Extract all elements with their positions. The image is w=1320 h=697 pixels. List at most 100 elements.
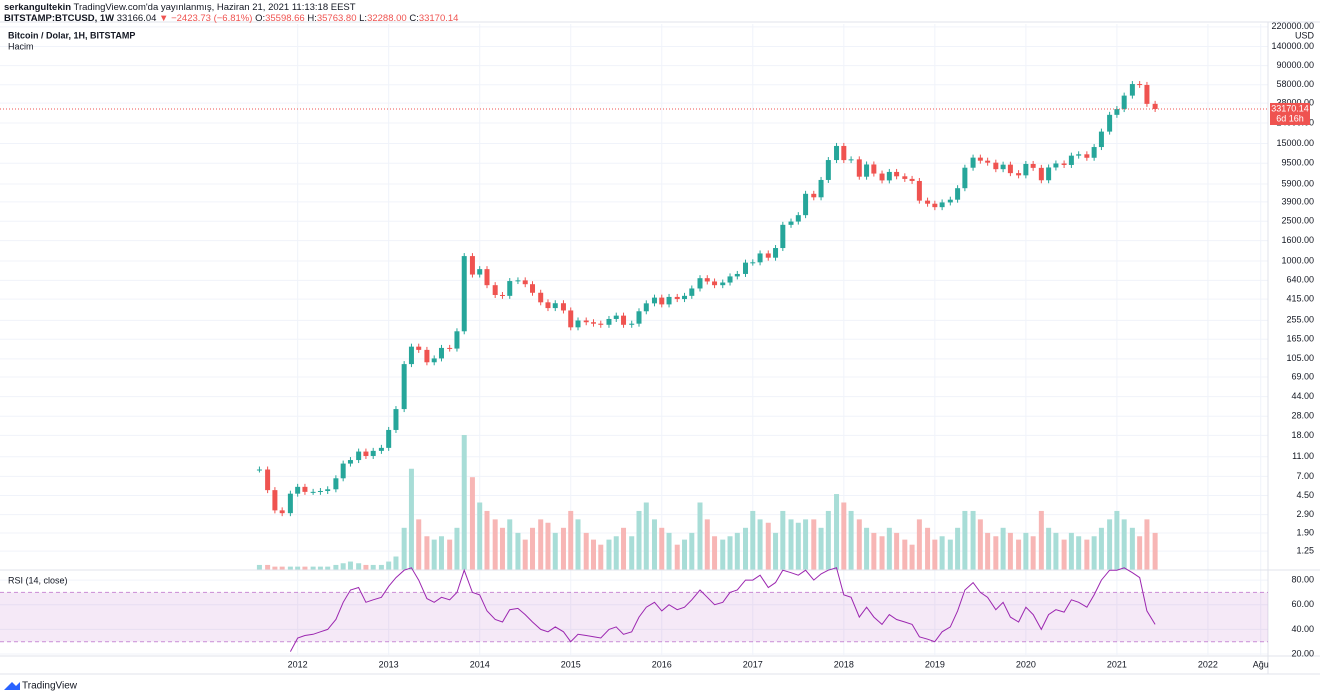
volume-bar	[765, 522, 771, 570]
candle-body	[1007, 164, 1013, 174]
candle-body	[962, 167, 968, 189]
candle-body	[568, 310, 574, 328]
volume-bar	[370, 564, 376, 570]
y-tick-label: 1000.00	[1281, 255, 1314, 265]
candle-body	[598, 323, 604, 325]
volume-bar	[629, 536, 635, 570]
volume-bar	[977, 519, 983, 570]
price-tag	[1270, 102, 1310, 125]
candle-body	[507, 281, 513, 296]
candle-body	[841, 145, 847, 161]
candle-body	[651, 297, 657, 304]
volume-bar	[499, 527, 505, 570]
candle-body	[947, 199, 953, 203]
x-tick-label: 2012	[288, 659, 308, 669]
volume-bar	[317, 566, 323, 570]
volume-bar	[886, 527, 892, 570]
x-tick-label: 2017	[743, 659, 763, 669]
x-tick-label: 2022	[1198, 659, 1218, 669]
x-tick-label: 2015	[561, 659, 581, 669]
y-tick-label: 2500.00	[1281, 216, 1314, 226]
header-line: BITSTAMP:BTCUSD, 1W 33166.04 ▼ −2423.73 …	[4, 13, 458, 24]
volume-bar	[575, 519, 581, 570]
candle-body	[1030, 163, 1036, 168]
candle-body	[1137, 84, 1143, 86]
volume-bar	[1016, 539, 1022, 570]
x-tick-label: 2018	[834, 659, 854, 669]
volume-bar	[727, 536, 733, 570]
volume-bar	[507, 519, 513, 570]
change: ▼ −2423.73 (−6.81%)	[159, 13, 252, 24]
candle-body	[977, 157, 983, 161]
candle-body	[302, 486, 308, 492]
volume-bar	[386, 561, 392, 570]
candle-body	[401, 364, 407, 410]
candle-body	[431, 358, 437, 363]
volume-bar	[401, 527, 407, 570]
x-tick-label: 2021	[1107, 659, 1127, 669]
volume-bar	[613, 536, 619, 570]
rsi-band	[0, 592, 1268, 642]
candle-body	[1091, 147, 1097, 158]
candle-body	[1114, 109, 1120, 115]
chart-title: Bitcoin / Dolar, 1H, BITSTAMP	[8, 30, 135, 40]
candle-body	[552, 303, 558, 309]
volume-bar	[902, 539, 908, 570]
candle-body	[955, 188, 961, 200]
volume-bar	[598, 544, 604, 570]
candle-body	[697, 278, 703, 289]
candle-body	[1046, 167, 1052, 181]
y-tick-label: 140000.00	[1271, 41, 1314, 51]
candle-body	[780, 224, 786, 249]
candle-body	[461, 256, 467, 332]
x-tick-label: 2014	[470, 659, 490, 669]
volume-bar	[788, 519, 794, 570]
y-unit: USD	[1295, 30, 1315, 40]
volume-bar	[925, 527, 931, 570]
volume-bar	[545, 522, 551, 570]
candle-body	[469, 256, 475, 275]
candle-body	[856, 159, 862, 177]
volume-bar	[447, 539, 453, 570]
volume-bar	[803, 519, 809, 570]
symbol: BITSTAMP:BTCUSD, 1W	[4, 13, 114, 24]
volume-bar	[666, 532, 672, 570]
candle-body	[492, 285, 498, 295]
volume-bar	[643, 502, 649, 570]
volume-bar	[295, 566, 301, 570]
chart-subtitle: Hacim	[8, 41, 34, 51]
volume-bar	[879, 536, 885, 570]
candle-body	[750, 262, 756, 264]
candle-body	[613, 315, 619, 319]
volume-bar	[834, 494, 840, 570]
candle-body	[356, 451, 362, 461]
candle-body	[712, 281, 718, 286]
y-tick-label: 7.00	[1296, 471, 1314, 481]
y-tick-label: 60.00	[1291, 599, 1314, 609]
candle-body	[1000, 164, 1006, 170]
y-tick-label: 69.00	[1291, 371, 1314, 381]
volume-bar	[1121, 519, 1127, 570]
volume-bar	[947, 539, 953, 570]
volume-bar	[689, 532, 695, 570]
candle-body	[606, 318, 612, 325]
close: 33170.14	[419, 13, 459, 24]
candle-body	[265, 469, 271, 491]
candle-body	[1121, 95, 1127, 110]
candle-body	[825, 160, 831, 180]
candle-body	[1038, 167, 1044, 181]
l-label: L:	[359, 13, 367, 24]
candle-body	[438, 347, 444, 359]
volume-bar	[674, 544, 680, 570]
candle-body	[1053, 163, 1059, 168]
candle-body	[939, 202, 945, 208]
volume-bar	[469, 477, 475, 570]
volume-bar	[856, 519, 862, 570]
y-tick-label: 165.00	[1286, 334, 1314, 344]
candle-body	[499, 294, 505, 296]
volume-bar	[1068, 532, 1074, 570]
y-tick-label: 1.90	[1296, 527, 1314, 537]
price: 33166.04	[117, 13, 157, 24]
candle-body	[1152, 103, 1158, 109]
y-tick-label: 2.90	[1296, 509, 1314, 519]
